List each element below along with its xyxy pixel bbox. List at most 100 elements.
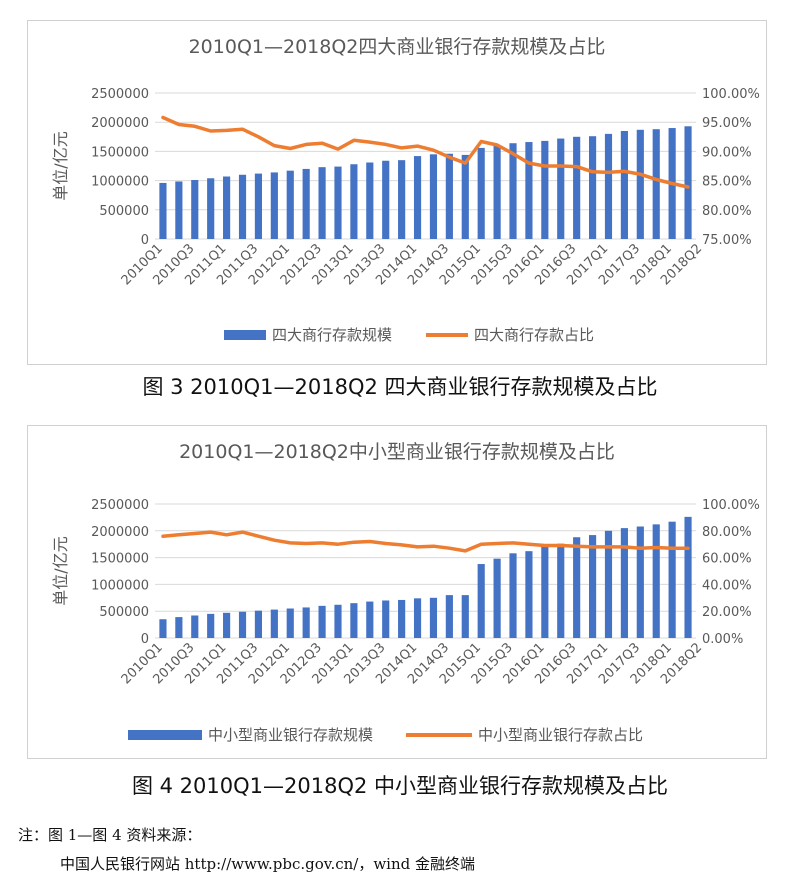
- bar: [270, 609, 278, 638]
- bar: [461, 595, 469, 638]
- legend-label: 中小型商业银行存款占比: [478, 726, 643, 744]
- y2-axis-tick-label: 100.00%: [702, 498, 760, 513]
- y-axis-tick-label: 1500000: [91, 145, 149, 160]
- bar: [191, 615, 199, 638]
- bar: [620, 130, 628, 239]
- bar: [302, 168, 310, 239]
- bar: [159, 182, 167, 239]
- y-axis-tick-label: 2000000: [91, 116, 149, 131]
- bar: [413, 156, 422, 239]
- bar: [573, 136, 581, 239]
- y2-axis-tick-label: 90.00%: [702, 145, 752, 160]
- bar: [509, 143, 517, 239]
- y-axis-tick-label: 1000000: [91, 578, 149, 593]
- y2-axis-tick-label: 85.00%: [702, 175, 752, 190]
- bar: [191, 180, 199, 239]
- bar: [318, 605, 326, 638]
- y2-axis-tick-label: 80.00%: [702, 525, 752, 540]
- bar: [159, 619, 167, 638]
- bar: [286, 608, 294, 638]
- y-axis-tick-label: 1500000: [91, 552, 149, 567]
- bar: [652, 524, 660, 638]
- bar: [207, 613, 215, 638]
- y-axis-tick-label: 1000000: [91, 175, 149, 190]
- y-axis-tick-label: 500000: [99, 204, 149, 219]
- y-axis-tick-label: 2500000: [91, 87, 149, 102]
- bar: [620, 528, 628, 638]
- bar: [668, 521, 676, 638]
- bar: [350, 603, 358, 638]
- bar: [636, 129, 644, 239]
- y-axis-tick-label: 2500000: [91, 498, 149, 513]
- bar: [254, 173, 263, 239]
- figure-4-caption: 图 4 2010Q1—2018Q2 中小型商业银行存款规模及占比: [131, 774, 669, 798]
- bar: [684, 126, 692, 239]
- bar: [223, 176, 231, 239]
- bar: [334, 604, 342, 638]
- chart-2-container: 2010Q1—2018Q2中小型商业银行存款规模及占比 0 500000 100000…: [27, 425, 767, 759]
- y2-axis-tick-label: 40.00%: [702, 578, 752, 593]
- bar: [557, 543, 565, 638]
- bar: [398, 160, 406, 239]
- bar: [413, 598, 422, 638]
- bar: [588, 535, 597, 638]
- y2-axis-tick-label: 100.00%: [702, 87, 760, 102]
- bar: [509, 553, 517, 638]
- chart-1-container: 2010Q1—2018Q2四大商业银行存款规模及占比 0 500000 1000000…: [27, 20, 767, 365]
- bar: [525, 142, 533, 239]
- bar: [398, 599, 406, 638]
- bar: [477, 147, 485, 239]
- chart-1: 2010Q1—2018Q2四大商业银行存款规模及占比 0 500000 1000000…: [51, 36, 760, 344]
- bar: [604, 530, 613, 638]
- bar: [604, 133, 613, 239]
- bar: [429, 154, 438, 239]
- bar: [684, 516, 692, 638]
- bar: [350, 164, 358, 239]
- legend-label: 四大商行存款规模: [272, 326, 392, 344]
- y2-axis-tick-label: 60.00%: [702, 552, 752, 567]
- bar: [382, 160, 390, 239]
- y-axis-tick-label: 0: [141, 632, 149, 647]
- legend-label: 四大商行存款占比: [474, 326, 594, 344]
- bar: [477, 564, 485, 638]
- bar: [318, 167, 326, 239]
- legend-label: 中小型商业银行存款规模: [208, 726, 373, 744]
- bar: [573, 537, 581, 638]
- bar: [382, 600, 390, 638]
- bar: [445, 595, 453, 638]
- bar: [557, 138, 565, 239]
- bar: [588, 136, 597, 239]
- bar: [286, 170, 294, 239]
- bar: [175, 181, 183, 239]
- bar: [238, 174, 247, 239]
- y-axis-label: 单位/亿元: [51, 536, 70, 605]
- bar: [461, 154, 469, 239]
- bar: [175, 617, 183, 638]
- y2-axis-tick-label: 20.00%: [702, 605, 752, 620]
- source-note-text: 中国人民银行网站 http://www.pbc.gov.cn/，wind 金融终…: [60, 855, 476, 873]
- chart-title: 2010Q1—2018Q2中小型商业银行存款规模及占比: [179, 441, 615, 463]
- chart-2: 2010Q1—2018Q2中小型商业银行存款规模及占比 0 500000 100000…: [51, 441, 760, 744]
- y-axis-tick-label: 2000000: [91, 525, 149, 540]
- bar: [366, 601, 374, 638]
- y2-axis-tick-label: 0.00%: [702, 632, 743, 647]
- bar: [525, 551, 533, 638]
- y2-axis-tick-label: 75.00%: [702, 233, 752, 248]
- bar: [541, 140, 549, 239]
- y-axis-tick-label: 500000: [99, 605, 149, 620]
- legend-swatch-bar: [224, 330, 266, 340]
- figure-3-caption: 图 3 2010Q1—2018Q2 四大商业银行存款规模及占比: [142, 375, 658, 399]
- series-line: [161, 530, 690, 553]
- bar: [652, 129, 660, 239]
- bar: [366, 162, 374, 239]
- bar: [445, 153, 453, 239]
- bar: [270, 172, 278, 239]
- y-axis-tick-label: 0: [141, 233, 149, 248]
- bar: [636, 526, 644, 638]
- bar: [254, 610, 263, 638]
- bar: [541, 545, 549, 638]
- y2-axis-tick-label: 80.00%: [702, 204, 752, 219]
- y-axis-label: 单位/亿元: [51, 131, 70, 200]
- bar: [207, 178, 215, 239]
- source-note-label: 注：图 1—图 4 资料来源：: [18, 826, 202, 844]
